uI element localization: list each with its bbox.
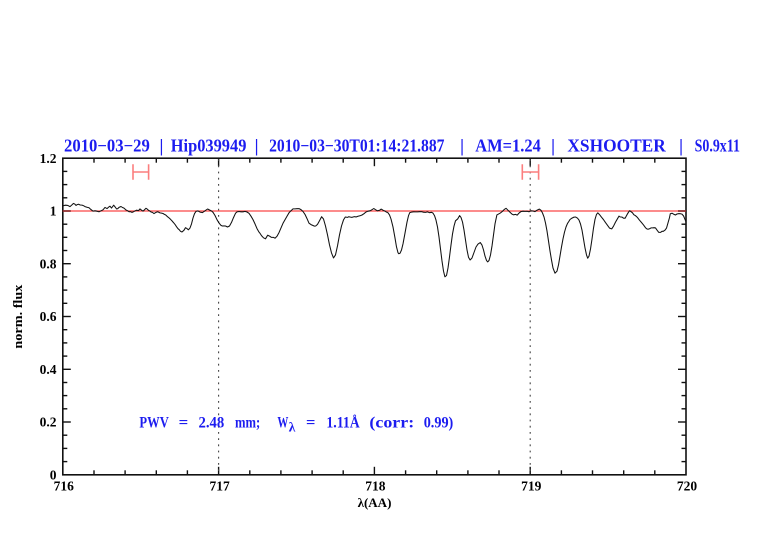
svg-text:716: 716 xyxy=(54,478,75,493)
svg-text:717: 717 xyxy=(209,478,230,493)
svg-text:0: 0 xyxy=(50,467,57,482)
svg-text:|: | xyxy=(551,136,555,156)
svg-text:|: | xyxy=(159,136,163,156)
svg-text:=: = xyxy=(306,415,315,432)
svg-text:0.4: 0.4 xyxy=(40,362,57,377)
svg-text:718: 718 xyxy=(365,478,386,493)
svg-text:2010−03−30T01:14:21.887: 2010−03−30T01:14:21.887 xyxy=(269,136,445,156)
svg-text:0.8: 0.8 xyxy=(40,256,57,271)
svg-text:XSHOOTER: XSHOOTER xyxy=(567,136,666,156)
svg-text:W: W xyxy=(277,415,288,432)
svg-text:2.48: 2.48 xyxy=(199,415,225,432)
svg-text:=: = xyxy=(179,415,189,432)
svg-text:Hip039949: Hip039949 xyxy=(171,136,247,156)
svg-text:(corr:: (corr: xyxy=(369,415,414,432)
svg-text:AM=1.24: AM=1.24 xyxy=(475,136,541,156)
svg-text:0.2: 0.2 xyxy=(40,415,57,430)
svg-text:720: 720 xyxy=(677,478,698,493)
svg-text:1.2: 1.2 xyxy=(40,151,57,166)
svg-text:1: 1 xyxy=(50,204,57,219)
svg-text:719: 719 xyxy=(521,478,542,493)
svg-text:λ: λ xyxy=(289,420,296,435)
svg-text:|: | xyxy=(460,136,464,156)
svg-text:|: | xyxy=(679,136,683,156)
svg-text:|: | xyxy=(255,136,259,156)
svg-text:0.99): 0.99) xyxy=(424,415,454,432)
svg-text:mm;: mm; xyxy=(235,415,260,432)
svg-text:norm. flux: norm. flux xyxy=(10,284,25,349)
svg-text:λ(AA): λ(AA) xyxy=(358,495,392,510)
svg-text:PWV: PWV xyxy=(139,415,169,432)
svg-text:0.6: 0.6 xyxy=(40,309,57,324)
svg-text:2010−03−29: 2010−03−29 xyxy=(64,136,150,156)
svg-text:S0.9x11: S0.9x11 xyxy=(695,136,740,156)
svg-text:1.11Å: 1.11Å xyxy=(326,414,360,432)
